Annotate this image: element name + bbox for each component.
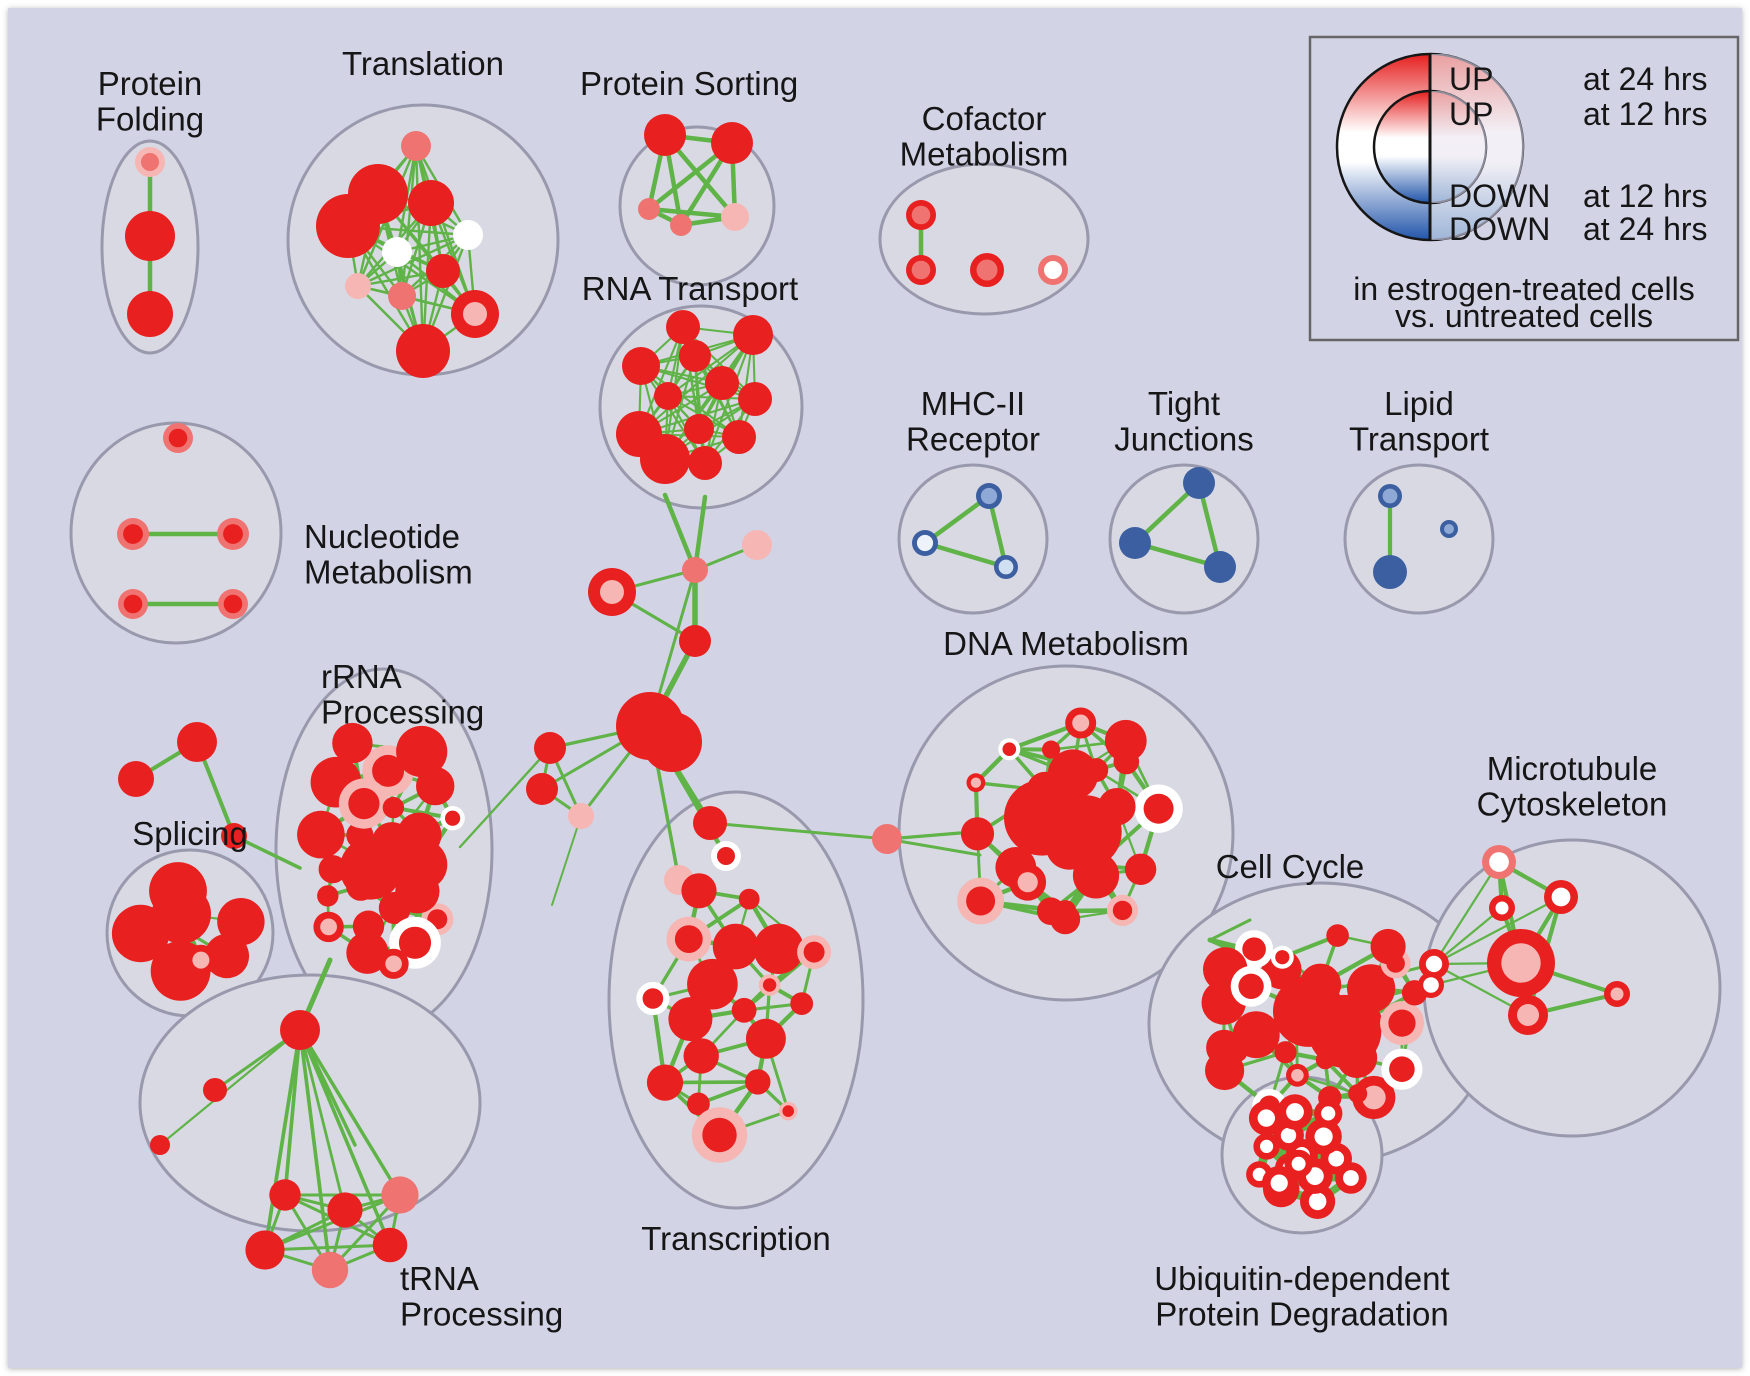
svg-text:at 12 hrs: at 12 hrs <box>1583 96 1708 132</box>
svg-text:DOWN: DOWN <box>1449 178 1550 214</box>
svg-text:UP: UP <box>1449 96 1493 132</box>
svg-text:Protein Sorting: Protein Sorting <box>580 65 798 102</box>
svg-text:at 12 hrs: at 12 hrs <box>1583 178 1708 214</box>
svg-text:at 24 hrs: at 24 hrs <box>1583 211 1708 247</box>
svg-text:RNA Transport: RNA Transport <box>582 270 798 307</box>
svg-text:DOWN: DOWN <box>1449 211 1550 247</box>
svg-text:UP: UP <box>1449 61 1493 97</box>
svg-text:Splicing: Splicing <box>132 815 248 852</box>
svg-text:vs. untreated cells: vs. untreated cells <box>1395 298 1653 334</box>
svg-text:DNA Metabolism: DNA Metabolism <box>943 625 1189 662</box>
svg-text:Cell Cycle: Cell Cycle <box>1216 848 1365 885</box>
svg-text:Translation: Translation <box>342 45 504 82</box>
svg-text:at 24 hrs: at 24 hrs <box>1583 61 1708 97</box>
svg-text:Transcription: Transcription <box>641 1220 831 1257</box>
